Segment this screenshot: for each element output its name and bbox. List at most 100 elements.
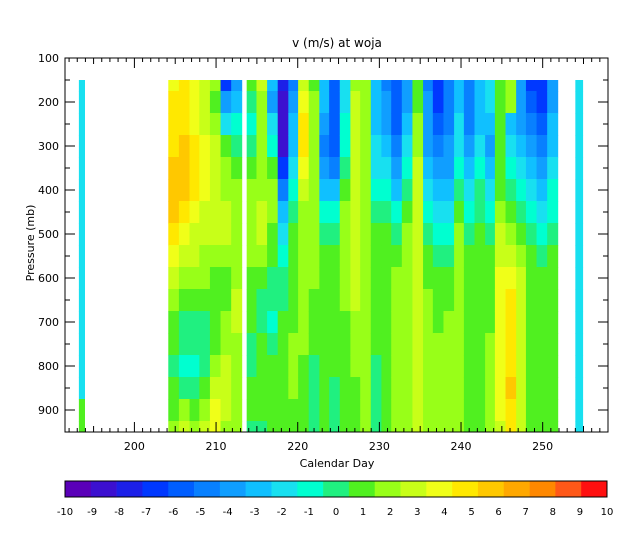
heatmap-cell	[494, 399, 506, 422]
heatmap-cell	[454, 80, 466, 92]
heatmap-cell	[267, 333, 279, 356]
heatmap-cell	[525, 157, 537, 180]
heatmap-cell	[189, 421, 201, 433]
heatmap-cell	[350, 201, 362, 224]
heatmap-cell	[516, 201, 528, 224]
heatmap-cell	[575, 113, 584, 136]
heatmap-cell	[168, 223, 180, 246]
heatmap-cell	[432, 355, 444, 378]
heatmap-cell	[209, 113, 221, 136]
heatmap-cell	[246, 399, 258, 422]
heatmap-cell	[443, 179, 455, 202]
heatmap-cell	[505, 377, 517, 400]
heatmap-cell	[505, 267, 517, 290]
heatmap-cell	[505, 91, 517, 114]
heatmap-cell	[516, 311, 528, 334]
heatmap-cell	[401, 91, 413, 114]
heatmap-cell	[78, 113, 85, 136]
heatmap-cell	[412, 135, 424, 158]
heatmap-cell	[516, 355, 528, 378]
heatmap-cell	[288, 179, 300, 202]
heatmap-cell	[199, 223, 211, 246]
heatmap-cell	[547, 267, 559, 290]
heatmap-cell	[443, 311, 455, 334]
heatmap-cell	[277, 245, 289, 268]
heatmap-cell	[360, 201, 372, 224]
y-tick-label: 400	[38, 184, 59, 197]
heatmap-cell	[339, 289, 351, 312]
heatmap-cell	[329, 157, 341, 180]
heatmap-cell	[267, 289, 279, 312]
heatmap-cell	[505, 201, 517, 224]
heatmap-cell	[443, 289, 455, 312]
heatmap-cell	[231, 355, 243, 378]
heatmap-cell	[423, 267, 435, 290]
heatmap-cell	[199, 377, 211, 400]
heatmap-cell	[443, 113, 455, 136]
colorbar-tick-label: 0	[333, 507, 339, 518]
heatmap-cell	[308, 311, 320, 334]
heatmap-cell	[412, 157, 424, 180]
heatmap-cell	[401, 223, 413, 246]
heatmap-cell	[474, 157, 486, 180]
heatmap-cell	[189, 311, 201, 334]
heatmap-cell	[339, 333, 351, 356]
heatmap-cell	[575, 311, 584, 334]
heatmap-cell	[308, 333, 320, 356]
heatmap-cell	[381, 399, 393, 422]
heatmap-cell	[168, 377, 180, 400]
heatmap-cell	[401, 179, 413, 202]
colorbar-tick-label: -2	[277, 507, 287, 518]
heatmap-cell	[168, 135, 180, 158]
heatmap-cell	[432, 377, 444, 400]
colorbar-swatch	[245, 481, 272, 497]
heatmap-cell	[443, 421, 455, 433]
heatmap-cell	[360, 267, 372, 290]
heatmap-cell	[474, 201, 486, 224]
colorbar-tick-label: -7	[141, 507, 151, 518]
heatmap-cell	[516, 245, 528, 268]
x-tick-label: 220	[287, 440, 308, 453]
heatmap-cell	[575, 91, 584, 114]
heatmap-cell	[525, 289, 537, 312]
heatmap-cell	[189, 267, 201, 290]
colorbar-tick-label: -5	[196, 507, 206, 518]
heatmap-cell	[360, 333, 372, 356]
heatmap-cell	[168, 333, 180, 356]
heatmap-cell	[308, 355, 320, 378]
heatmap-cell	[189, 245, 201, 268]
heatmap-cell	[525, 377, 537, 400]
heatmap-cell	[78, 179, 85, 202]
heatmap-cell	[401, 399, 413, 422]
heatmap-cell	[350, 421, 362, 433]
heatmap-cell	[350, 113, 362, 136]
heatmap-cell	[209, 267, 221, 290]
heatmap-cell	[536, 421, 548, 433]
heatmap-cell	[267, 157, 279, 180]
heatmap-cell	[220, 245, 232, 268]
heatmap-cell	[485, 333, 497, 356]
heatmap-cell	[381, 245, 393, 268]
heatmap-cell	[178, 399, 190, 422]
heatmap-cell	[463, 157, 475, 180]
heatmap-cell	[329, 267, 341, 290]
heatmap-cell	[308, 223, 320, 246]
heatmap-cell	[288, 201, 300, 224]
heatmap-cell	[319, 267, 331, 290]
heatmap-cell	[575, 377, 584, 400]
heatmap-cell	[220, 223, 232, 246]
heatmap-cell	[494, 355, 506, 378]
heatmap-cell	[168, 157, 180, 180]
heatmap-cell	[231, 311, 243, 334]
heatmap-cell	[370, 179, 382, 202]
heatmap-cell	[485, 201, 497, 224]
y-tick-label: 300	[38, 140, 59, 153]
heatmap-cell	[525, 80, 537, 92]
heatmap-cell	[516, 179, 528, 202]
heatmap-cell	[256, 80, 268, 92]
heatmap-cell	[298, 289, 310, 312]
heatmap-cell	[78, 267, 85, 290]
heatmap-cell	[485, 157, 497, 180]
heatmap-cell	[494, 91, 506, 114]
heatmap-cell	[423, 311, 435, 334]
